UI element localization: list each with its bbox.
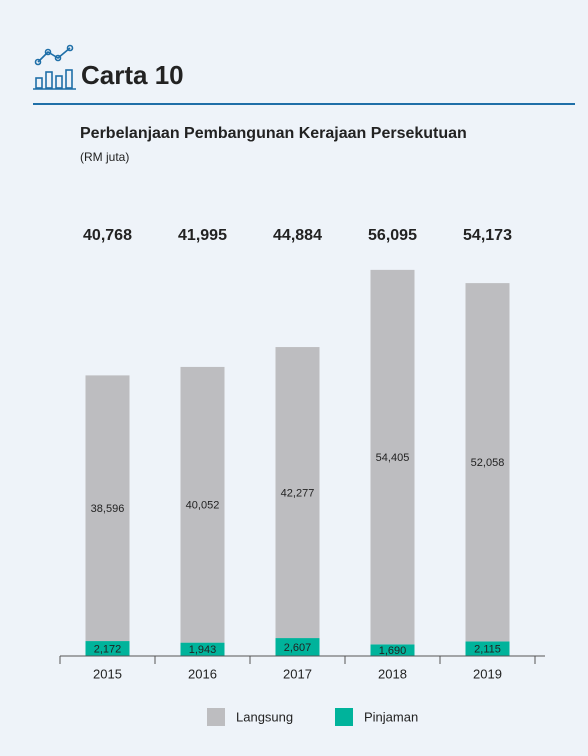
legend-label: Langsung — [236, 709, 293, 724]
total-label: 41,995 — [178, 227, 227, 244]
bar-segment — [465, 283, 510, 642]
legend-label: Pinjaman — [364, 709, 418, 724]
value-label: 1,690 — [379, 645, 407, 657]
total-label: 56,095 — [368, 227, 417, 244]
bar-segment — [180, 366, 225, 643]
chart-subtitle: (RM juta) — [80, 150, 129, 164]
bar-segment — [370, 269, 415, 645]
total-label: 40,768 — [83, 227, 132, 244]
page-title: Carta 10 — [81, 60, 184, 90]
value-label: 42,277 — [281, 487, 315, 499]
value-label: 1,943 — [189, 644, 217, 656]
bar-segment — [275, 347, 320, 639]
total-label: 54,173 — [463, 227, 512, 244]
chart-icon — [33, 44, 76, 90]
x-tick-label: 2019 — [473, 666, 502, 681]
value-label: 52,058 — [471, 457, 505, 469]
x-tick-label: 2018 — [378, 666, 407, 681]
x-tick-label: 2017 — [283, 666, 312, 681]
value-label: 2,115 — [474, 644, 501, 656]
bar-segment — [180, 642, 225, 656]
legend-swatch — [207, 708, 225, 726]
bar-segment — [370, 644, 415, 656]
value-label: 2,172 — [94, 643, 122, 655]
chart-title: Perbelanjaan Pembangunan Kerajaan Persek… — [80, 125, 467, 142]
value-label: 40,052 — [186, 500, 220, 512]
value-label: 2,607 — [284, 642, 312, 654]
legend-swatch — [335, 708, 353, 726]
value-label: 54,405 — [376, 452, 410, 464]
x-tick-label: 2015 — [93, 666, 122, 681]
bar-segment — [85, 641, 130, 656]
value-label: 38,596 — [91, 503, 125, 515]
bar-segment — [465, 641, 510, 656]
x-tick-label: 2016 — [188, 666, 217, 681]
total-label: 44,884 — [273, 227, 322, 244]
bar-segment — [275, 638, 320, 656]
bar-segment — [85, 375, 130, 642]
